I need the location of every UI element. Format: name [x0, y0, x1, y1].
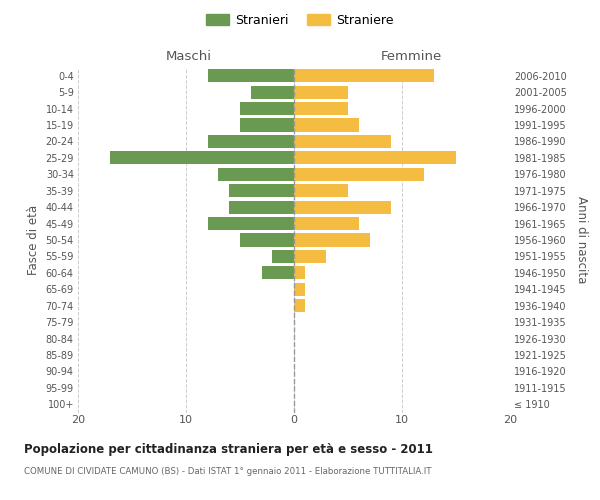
Bar: [294, 118, 359, 132]
Bar: [208, 217, 294, 230]
Bar: [294, 217, 359, 230]
Y-axis label: Anni di nascita: Anni di nascita: [575, 196, 589, 284]
Bar: [294, 234, 370, 246]
Bar: [294, 69, 434, 82]
Bar: [110, 152, 294, 164]
Bar: [240, 118, 294, 132]
Bar: [229, 184, 294, 198]
Bar: [240, 102, 294, 115]
Bar: [208, 135, 294, 148]
Bar: [294, 266, 305, 280]
Bar: [294, 299, 305, 312]
Text: Femmine: Femmine: [380, 50, 442, 62]
Bar: [294, 86, 348, 98]
Text: Popolazione per cittadinanza straniera per età e sesso - 2011: Popolazione per cittadinanza straniera p…: [24, 442, 433, 456]
Y-axis label: Fasce di età: Fasce di età: [27, 205, 40, 275]
Bar: [294, 168, 424, 181]
Bar: [294, 184, 348, 198]
Text: COMUNE DI CIVIDATE CAMUNO (BS) - Dati ISTAT 1° gennaio 2011 - Elaborazione TUTTI: COMUNE DI CIVIDATE CAMUNO (BS) - Dati IS…: [24, 468, 431, 476]
Bar: [294, 282, 305, 296]
Bar: [208, 69, 294, 82]
Bar: [272, 250, 294, 263]
Legend: Stranieri, Straniere: Stranieri, Straniere: [202, 8, 398, 32]
Bar: [240, 234, 294, 246]
Bar: [218, 168, 294, 181]
Bar: [294, 250, 326, 263]
Bar: [294, 102, 348, 115]
Bar: [251, 86, 294, 98]
Text: Maschi: Maschi: [166, 50, 212, 62]
Bar: [229, 200, 294, 213]
Bar: [294, 152, 456, 164]
Bar: [262, 266, 294, 280]
Bar: [294, 135, 391, 148]
Bar: [294, 200, 391, 213]
